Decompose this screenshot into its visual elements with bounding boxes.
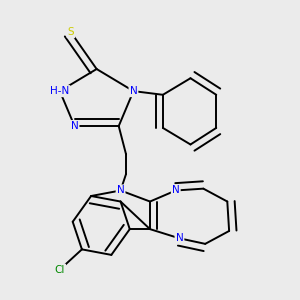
Text: N: N (71, 121, 78, 131)
Text: N: N (172, 185, 180, 196)
Text: Cl: Cl (55, 265, 65, 275)
Text: N: N (130, 86, 137, 96)
Text: S: S (68, 27, 74, 37)
Text: H-N: H-N (50, 86, 70, 96)
Text: N: N (117, 185, 124, 196)
Text: N: N (176, 233, 183, 243)
